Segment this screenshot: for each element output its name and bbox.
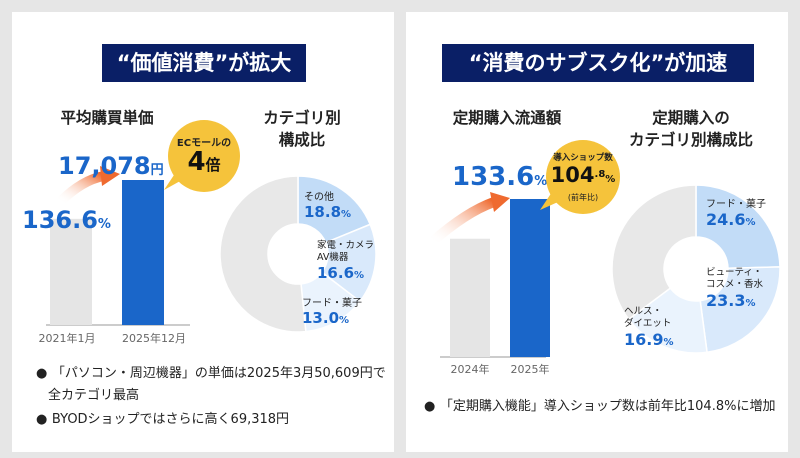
slice-name-food: フード・菓子 (302, 298, 362, 309)
callout-line1: ECモールの (176, 138, 232, 149)
callout-badge: ECモールの 4倍 (168, 120, 240, 192)
price-bar-1 (122, 180, 164, 325)
category-ratio-title: カテゴリ別 構成比 (263, 109, 341, 149)
growth-unit: % (97, 217, 111, 232)
left-donut-chart (219, 175, 377, 333)
slice-name-health: ヘルス・ ダイエット (624, 306, 672, 329)
slice-value-electronics: 16.6 (317, 264, 355, 282)
right-callout-badge: 導入ショップ数 104.8% (前年比) (546, 140, 620, 214)
growth-arrow (55, 171, 109, 207)
right-panel: “消費のサブスク化”が加速 定期購入流通額 定期購入の カテゴリ別構成比 202… (406, 12, 788, 452)
right-growth-number: 133.6 (452, 162, 535, 192)
slice-label-electronics: 家電・カメラ AV機器 16.6% (317, 240, 392, 282)
right-growth-label: 133.6% (452, 162, 547, 192)
right-x-tick-1: 2025年 (511, 362, 550, 376)
volume-bar-1 (510, 199, 550, 357)
slice-value-food: 13.0 (302, 309, 340, 327)
sub-category-slice-rest (611, 184, 697, 321)
right-callout-pointer (540, 192, 558, 210)
slice-name-food-r: フード・菓子 (706, 199, 766, 210)
right-banner: “消費のサブスク化”が加速 (442, 44, 754, 82)
slice-label-beauty: ビューティ・ コスメ・香水 23.3% (706, 267, 786, 310)
category-slice-0 (297, 175, 372, 244)
growth-label: 136.6% (22, 206, 111, 234)
sub-category-slice-0 (695, 184, 781, 269)
slice-name-electronics: 家電・カメラ AV機器 (317, 240, 375, 263)
category-slice-rest (219, 175, 307, 333)
slice-label-health: ヘルス・ ダイエット 16.9% (624, 306, 694, 349)
slice-value-health: 16.9 (624, 330, 664, 349)
subscription-category-title: 定期購入の カテゴリ別構成比 (628, 109, 753, 149)
callout-unit: 倍 (205, 156, 221, 174)
high-value-number: 17,078 (58, 152, 151, 180)
high-value-unit: 円 (150, 163, 164, 178)
bullet-2: ● BYODショップではさらに高く69,318円 (36, 412, 290, 427)
bullet-1-cont-text: 全カテゴリ最高 (48, 388, 140, 403)
left-panel: “価値消費”が拡大 平均購買単価 カテゴリ別 構成比 2021年1月 2025年… (12, 12, 394, 452)
left-bar-chart: 2021年1月 2025年12月 (39, 166, 190, 345)
avg-price-title: 平均購買単価 (60, 109, 154, 127)
callout-big-line: 4倍 (168, 149, 240, 178)
subscription-volume-title: 定期購入流通額 (452, 109, 562, 127)
right-bullet: ● 「定期購入機能」導入ショップ数は前年比104.8%に増加 (424, 399, 776, 414)
bullet-1: ● 「パソコン・周辺機器」の単価は2025年3月50,609円で (36, 366, 386, 381)
slice-name-beauty: ビューティ・ コスメ・香水 (706, 267, 764, 290)
right-callout-big: 104 (550, 163, 595, 187)
right-callout-unit: % (605, 174, 616, 185)
right-growth-arrow-head (490, 192, 510, 212)
right-callout-decimal: .8 (594, 169, 606, 180)
right-callout-line1: 導入ショップ数 (553, 153, 613, 163)
growth-number: 136.6 (22, 206, 98, 234)
bullet-1-cont: 全カテゴリ最高 (48, 386, 139, 406)
right-bullet-text: 「定期購入機能」導入ショップ数は前年比104.8%に増加 (439, 399, 776, 414)
price-bar-0 (50, 218, 92, 325)
right-growth-arrow (427, 197, 499, 247)
right-callout-big-line: 104.8% (546, 163, 620, 192)
left-x-tick-0: 2021年1月 (39, 331, 96, 345)
slice-label-food: フード・菓子 13.0% (302, 294, 377, 327)
right-donut-chart (611, 184, 781, 354)
sub-category-slice-1 (699, 266, 781, 354)
bullet-1-text: 「パソコン・周辺機器」の単価は2025年3月50,609円で (51, 366, 386, 381)
slice-name-other: その他 (304, 192, 334, 203)
right-growth-unit: % (534, 174, 548, 189)
growth-arrow-head (100, 166, 120, 186)
callout-pointer (164, 172, 182, 190)
left-banner: “価値消費”が拡大 (102, 44, 306, 82)
right-x-tick-0: 2024年 (451, 362, 490, 376)
bullet-2-text: BYODショップではさらに高く69,318円 (51, 412, 290, 427)
slice-value-other: 18.8 (304, 203, 342, 221)
right-callout-line3: (前年比) (567, 193, 599, 202)
callout-big: 4 (187, 147, 206, 177)
high-value-label: 17,078円 (58, 152, 164, 180)
left-x-tick-1: 2025年12月 (122, 331, 186, 345)
slice-value-food-r: 24.6 (706, 210, 746, 229)
slice-label-other: その他 18.8% (304, 188, 364, 221)
right-bar-chart: 2024年 2025年 (427, 192, 550, 376)
slice-value-beauty: 23.3 (706, 291, 746, 310)
volume-bar-0 (450, 238, 490, 357)
slice-label-food-r: フード・菓子 24.6% (706, 195, 776, 229)
